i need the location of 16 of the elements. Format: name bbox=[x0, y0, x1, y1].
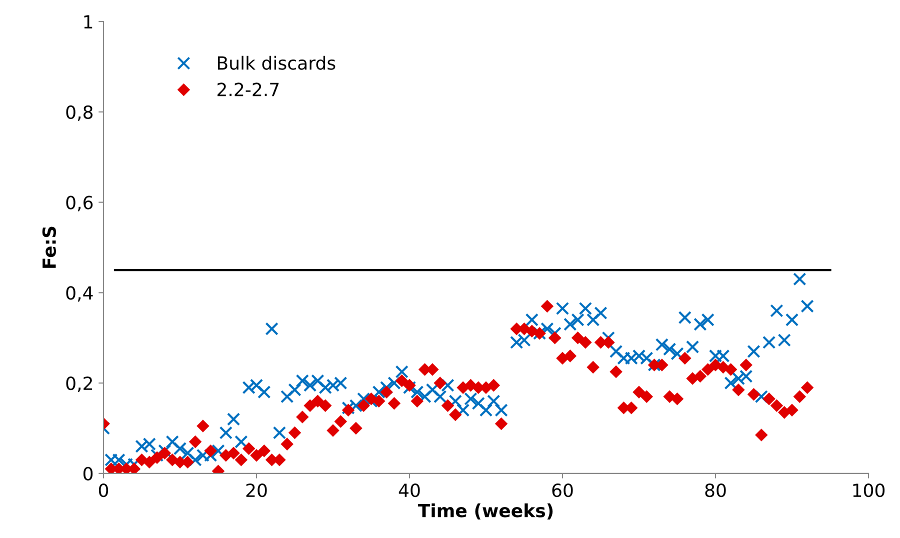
y-tick-label: 1 bbox=[84, 15, 92, 28]
y-tick-label: 0,2 bbox=[66, 376, 92, 392]
x-tick-label: 100 bbox=[853, 483, 885, 498]
y-tick-label: 0,8 bbox=[66, 105, 93, 121]
x-tick-label: 40 bbox=[398, 483, 420, 498]
x-tick-label: 60 bbox=[552, 483, 573, 498]
y-tick-label: 0,6 bbox=[66, 196, 93, 212]
x-tick-label: 80 bbox=[705, 483, 726, 498]
y-tick-label: 0 bbox=[83, 466, 93, 481]
y-tick-label: 0,4 bbox=[66, 286, 93, 302]
x-tick-label: 0 bbox=[98, 483, 108, 498]
y-axis-title: Fe:S bbox=[42, 226, 56, 268]
legend-label: Bulk discards bbox=[218, 56, 336, 70]
x-tick-label: 20 bbox=[246, 483, 267, 498]
legend-label: 2.2-2.7 bbox=[218, 82, 279, 96]
x-axis-title: Time (weeks) bbox=[418, 503, 553, 520]
